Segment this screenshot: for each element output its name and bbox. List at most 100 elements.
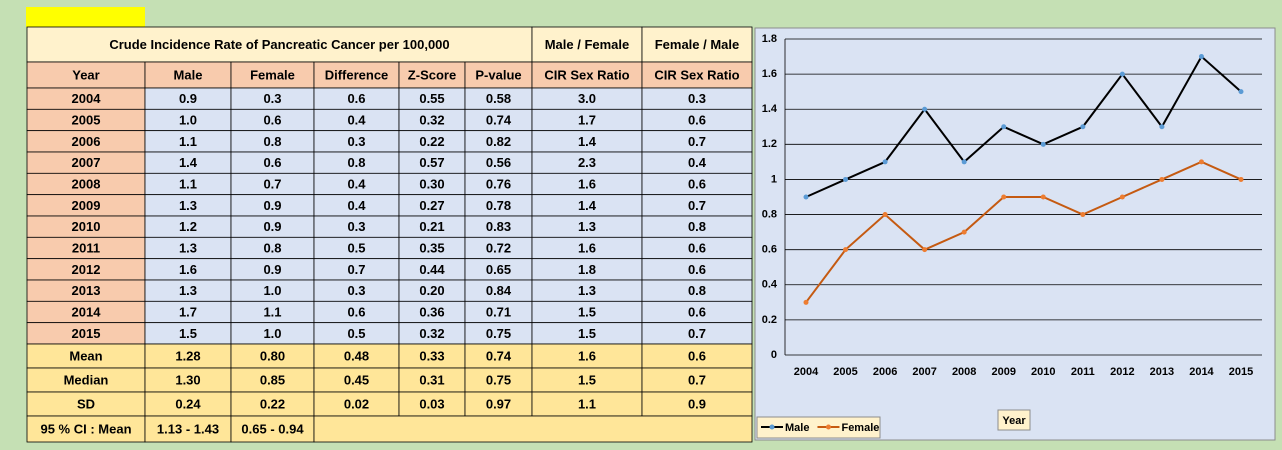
cell-bg	[398, 367, 466, 393]
stat-cell: 0.33	[419, 348, 444, 363]
cell-bg	[26, 26, 533, 63]
cell-bg	[464, 391, 533, 417]
data-cell: 0.6	[688, 262, 706, 277]
legend-label: Male	[785, 422, 809, 434]
data-point	[882, 159, 888, 165]
data-point	[1198, 159, 1204, 165]
data-cell: 0.57	[419, 155, 444, 170]
stat-cell: 0.85	[260, 372, 285, 387]
data-point	[1238, 89, 1244, 95]
x-tick-label: 2012	[1110, 366, 1134, 378]
data-cell: 2.3	[578, 155, 596, 170]
column-header: CIR Sex Ratio	[654, 67, 739, 82]
column-header: Year	[72, 67, 99, 82]
data-cell: 0.4	[347, 112, 366, 127]
data-cell: 0.7	[263, 176, 281, 191]
cell-bg	[398, 61, 466, 89]
data-cell: 0.6	[688, 112, 706, 127]
data-cell: 0.44	[419, 262, 445, 277]
data-cell: 1.4	[578, 198, 597, 213]
row-header: 2015	[72, 326, 101, 341]
data-cell: 1.5	[578, 326, 596, 341]
data-cell: 0.8	[263, 240, 281, 255]
cell-bg	[144, 391, 232, 417]
data-cell: 0.3	[347, 134, 365, 149]
data-cell: 0.56	[486, 155, 511, 170]
data-point	[803, 194, 809, 200]
stat-cell: 0.45	[344, 372, 369, 387]
stat-cell: 0.22	[260, 396, 285, 411]
data-cell: 0.6	[263, 155, 281, 170]
data-cell: 1.4	[578, 134, 597, 149]
data-cell: 0.72	[486, 240, 511, 255]
data-cell: 1.6	[578, 240, 596, 255]
stat-cell: 1.1	[578, 396, 596, 411]
stat-cell: 0.03	[419, 396, 444, 411]
stat-cell: 1.6	[578, 348, 596, 363]
x-axis-title: Year	[1002, 415, 1026, 427]
row-header: Mean	[69, 348, 102, 363]
ci-cell: 1.13 - 1.43	[157, 421, 219, 436]
data-cell: 0.30	[419, 176, 444, 191]
cell-bg	[230, 343, 315, 369]
row-header: Median	[64, 372, 109, 387]
x-tick-label: 2009	[991, 366, 1015, 378]
data-cell: 0.32	[419, 326, 444, 341]
row-header: 2014	[72, 304, 102, 319]
stat-cell: 0.48	[344, 348, 369, 363]
data-cell: 0.8	[688, 219, 706, 234]
data-point	[843, 247, 849, 253]
column-header: CIR Sex Ratio	[544, 67, 629, 82]
data-cell: 0.6	[347, 91, 365, 106]
legend-label: Female	[841, 422, 879, 434]
cell-bg	[144, 415, 232, 443]
data-cell: 0.35	[419, 240, 444, 255]
data-point	[1159, 176, 1165, 182]
x-tick-label: 2005	[833, 366, 857, 378]
data-cell: 1.0	[263, 326, 281, 341]
data-point	[882, 212, 888, 218]
data-cell: 0.7	[688, 198, 706, 213]
data-cell: 0.9	[263, 198, 281, 213]
stat-cell: 0.80	[260, 348, 285, 363]
data-cell: 1.7	[179, 304, 197, 319]
data-cell: 1.5	[578, 304, 596, 319]
data-cell: 0.3	[347, 283, 365, 298]
cell-bg	[464, 61, 533, 89]
data-cell: 0.9	[179, 91, 197, 106]
data-cell: 0.6	[263, 112, 281, 127]
stat-cell: 0.6	[688, 348, 706, 363]
data-cell: 0.21	[419, 219, 444, 234]
row-header: 2008	[72, 176, 101, 191]
legend-marker	[769, 424, 775, 430]
x-tick-label: 2014	[1189, 366, 1214, 378]
y-tick-label: 0.6	[762, 244, 777, 256]
data-point	[1040, 141, 1046, 147]
data-point	[843, 176, 849, 182]
data-cell: 1.5	[179, 326, 197, 341]
x-tick-label: 2013	[1150, 366, 1174, 378]
data-point	[922, 106, 928, 112]
data-cell: 0.83	[486, 219, 511, 234]
data-cell: 0.6	[688, 240, 706, 255]
y-tick-label: 0.8	[762, 208, 777, 220]
stat-cell: 0.02	[344, 396, 369, 411]
data-cell: 1.7	[578, 112, 596, 127]
stat-cell: 0.9	[688, 396, 706, 411]
data-cell: 0.5	[347, 326, 365, 341]
stat-cell: 0.74	[486, 348, 512, 363]
data-cell: 1.3	[578, 219, 596, 234]
cell-bg	[230, 391, 315, 417]
data-cell: 0.7	[688, 134, 706, 149]
data-cell: 0.74	[486, 112, 512, 127]
data-cell: 1.0	[179, 112, 197, 127]
cell-bg	[531, 61, 643, 89]
selected-cell[interactable]	[26, 7, 145, 27]
stat-cell: 0.7	[688, 372, 706, 387]
data-cell: 0.9	[263, 262, 281, 277]
table-title: Crude Incidence Rate of Pancreatic Cance…	[109, 37, 449, 52]
x-tick-label: 2010	[1031, 366, 1055, 378]
data-cell: 0.8	[263, 134, 281, 149]
data-cell: 0.5	[347, 240, 365, 255]
data-cell: 0.6	[347, 304, 365, 319]
